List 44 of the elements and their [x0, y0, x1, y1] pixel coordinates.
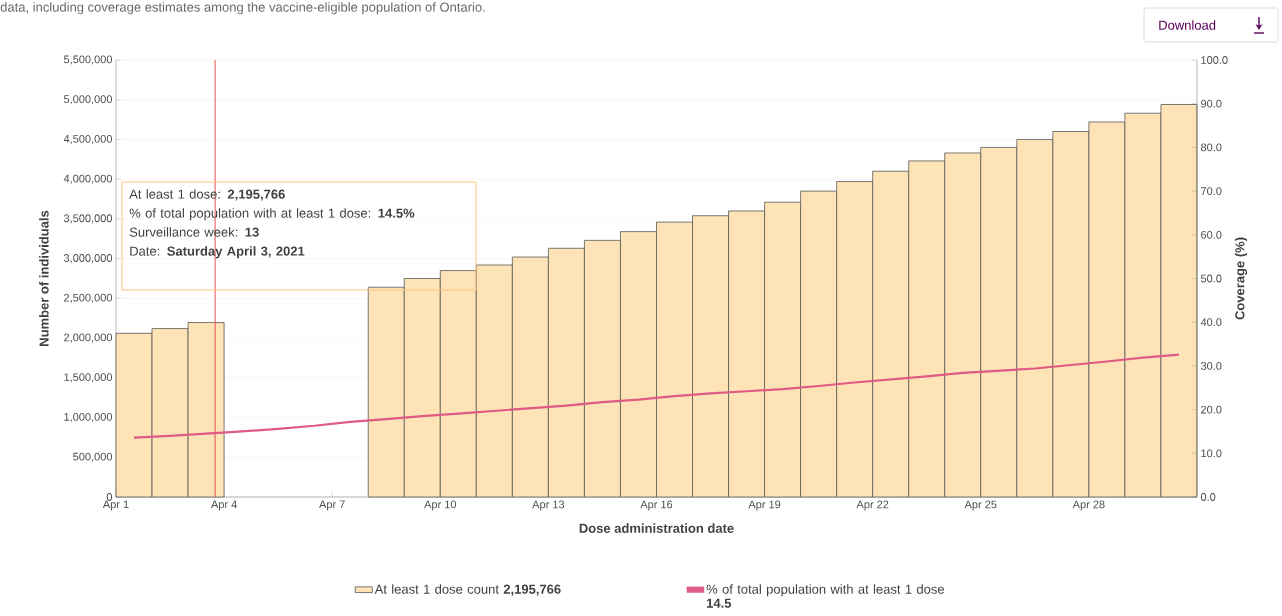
x-tick-label: Apr 25: [964, 500, 997, 511]
y-tick-label: 3,000,000: [63, 254, 113, 264]
y2-tick-label: 30.0: [1200, 362, 1222, 370]
annotation: Surveillance week: 13: [129, 227, 259, 237]
text: Download: [1159, 20, 1216, 30]
x-tick-label: Apr 10: [424, 500, 457, 511]
y-tick-label: 0: [106, 493, 113, 501]
y2-tick-label: 10.0: [1201, 449, 1222, 458]
y2-tick-label: 60.0: [1201, 230, 1222, 239]
annotation: At least 1 dose: 2,195,766: [129, 189, 285, 201]
y2-tick-label: 0.0: [1200, 493, 1216, 501]
y2-tick-label: 70.0: [1201, 187, 1222, 195]
y2-tick-label: 40.0: [1200, 318, 1222, 327]
y2-tick-label: 50.0: [1200, 274, 1222, 283]
legend-label: % of total population with at least 1 dose 14.5: [706, 584, 945, 608]
y-tick-label: 500,000: [73, 452, 113, 462]
y2-tick-label: 20.0: [1201, 405, 1222, 414]
x-tick-label: Apr 13: [532, 500, 565, 511]
y-axis-title: Number of individuals: [39, 210, 49, 346]
y-tick-label: 2,500,000: [64, 293, 113, 303]
y2-tick-label: 100.0: [1201, 56, 1228, 64]
y-tick-label: 1,500,000: [64, 373, 113, 383]
y-tick-label: 3,500,000: [63, 214, 113, 224]
y-tick-label: 4,500,000: [63, 134, 113, 144]
x-tick-label: Apr 7: [319, 500, 345, 511]
y2-tick-label: 80.0: [1200, 143, 1222, 152]
y-tick-label: 5,500,000: [63, 55, 113, 65]
x-tick-label: Apr 19: [748, 500, 781, 511]
y-tick-label: 4,000,000: [63, 174, 113, 184]
y2-tick-label: 90.0: [1201, 99, 1222, 108]
x-tick-label: Apr 22: [856, 500, 889, 511]
annotation: Date: Saturday April 3, 2021: [130, 246, 305, 259]
y2-axis-title: Coverage (%): [1234, 237, 1248, 320]
y-tick-label: 1,000,000: [64, 413, 113, 423]
x-axis-title: Dose administration date: [579, 523, 734, 533]
x-tick-label: Apr 16: [640, 500, 673, 511]
y-tick-label: 2,000,000: [64, 333, 113, 343]
annotation: % of total population with at least 1 dose: 14.5%: [129, 208, 415, 221]
x-tick-label: Apr 1: [102, 500, 129, 511]
x-tick-label: Apr 28: [1072, 500, 1105, 511]
x-tick-label: Apr 4: [210, 500, 237, 511]
y-tick-label: 5,000,000: [63, 95, 113, 105]
text: data, including coverage estimates among the vaccine-eligible population of Ontario.: [0, 2, 485, 15]
legend-label: At least 1 dose count 2,195,766: [374, 584, 561, 596]
